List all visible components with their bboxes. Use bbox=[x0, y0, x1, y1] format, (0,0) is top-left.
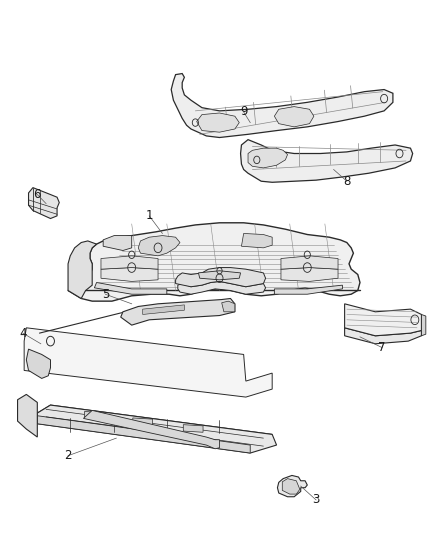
Polygon shape bbox=[94, 282, 166, 294]
Text: 6: 6 bbox=[33, 188, 41, 201]
Text: 9: 9 bbox=[239, 106, 247, 118]
Polygon shape bbox=[277, 475, 307, 497]
Polygon shape bbox=[241, 233, 272, 248]
Polygon shape bbox=[68, 241, 96, 298]
Polygon shape bbox=[101, 256, 158, 269]
Text: 7: 7 bbox=[377, 341, 385, 354]
Polygon shape bbox=[282, 479, 299, 494]
Polygon shape bbox=[24, 328, 272, 397]
Polygon shape bbox=[274, 285, 342, 294]
Text: 2: 2 bbox=[64, 449, 72, 462]
Polygon shape bbox=[18, 394, 37, 437]
Polygon shape bbox=[37, 405, 276, 453]
Polygon shape bbox=[37, 416, 250, 453]
Text: 1: 1 bbox=[145, 209, 153, 222]
Polygon shape bbox=[183, 425, 203, 432]
Polygon shape bbox=[171, 74, 392, 138]
Polygon shape bbox=[68, 223, 359, 301]
Polygon shape bbox=[142, 305, 184, 314]
Polygon shape bbox=[221, 301, 234, 312]
Polygon shape bbox=[274, 107, 313, 127]
Polygon shape bbox=[247, 148, 287, 168]
Polygon shape bbox=[120, 298, 234, 325]
Polygon shape bbox=[26, 349, 50, 378]
Polygon shape bbox=[177, 281, 265, 294]
Polygon shape bbox=[280, 256, 337, 269]
Polygon shape bbox=[138, 236, 180, 256]
Text: 4: 4 bbox=[19, 327, 27, 340]
Polygon shape bbox=[37, 405, 272, 442]
Polygon shape bbox=[175, 268, 265, 287]
Polygon shape bbox=[83, 410, 219, 449]
Polygon shape bbox=[240, 140, 412, 182]
Polygon shape bbox=[101, 268, 158, 281]
Text: 3: 3 bbox=[312, 494, 319, 506]
Polygon shape bbox=[196, 113, 239, 132]
Polygon shape bbox=[85, 411, 104, 419]
Polygon shape bbox=[28, 188, 59, 219]
Polygon shape bbox=[103, 236, 131, 251]
Text: 5: 5 bbox=[102, 288, 109, 301]
Polygon shape bbox=[280, 268, 337, 281]
Polygon shape bbox=[132, 418, 152, 425]
Polygon shape bbox=[420, 314, 425, 336]
Text: 8: 8 bbox=[343, 175, 350, 188]
Polygon shape bbox=[344, 328, 420, 344]
Polygon shape bbox=[198, 271, 240, 280]
Polygon shape bbox=[344, 304, 420, 336]
